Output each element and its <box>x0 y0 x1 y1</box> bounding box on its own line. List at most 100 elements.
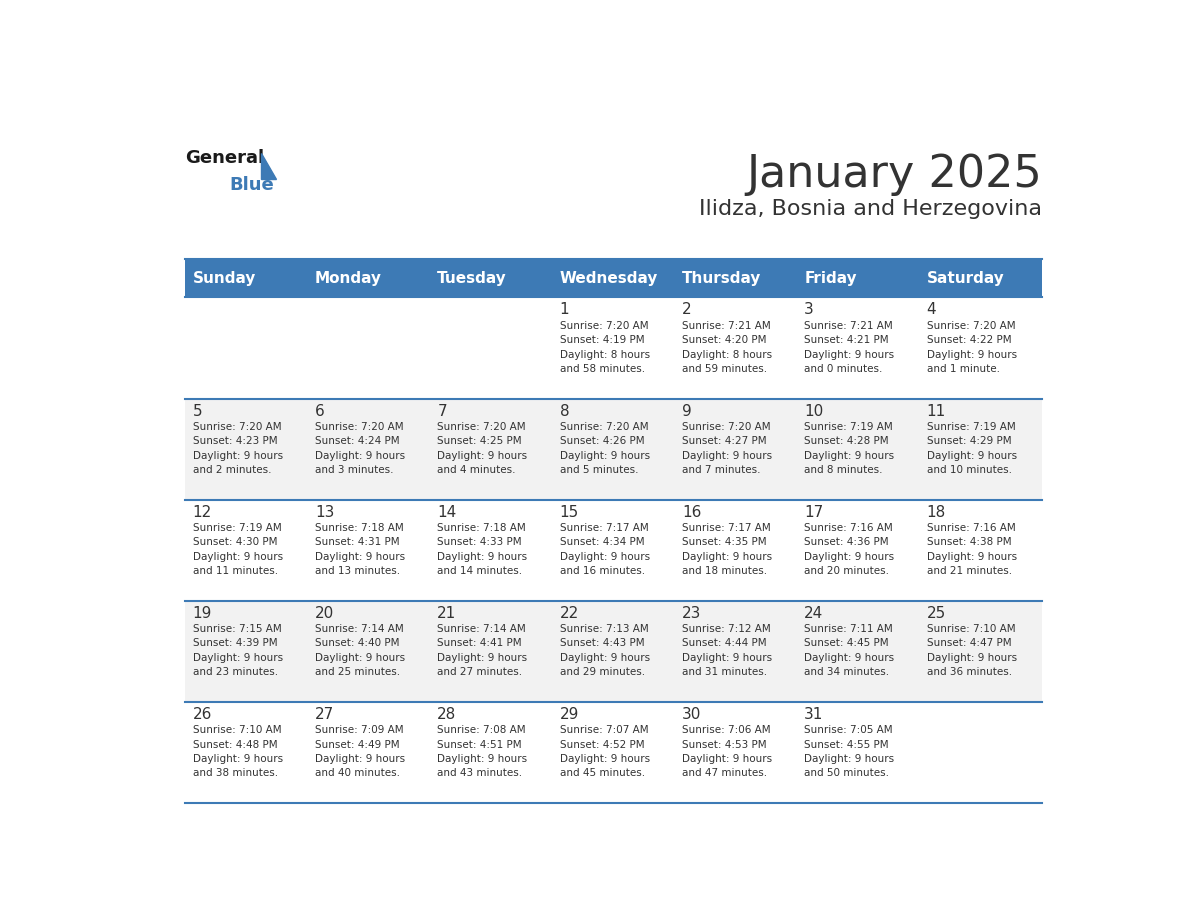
Text: Sunrise: 7:17 AM
Sunset: 4:35 PM
Daylight: 9 hours
and 18 minutes.: Sunrise: 7:17 AM Sunset: 4:35 PM Dayligh… <box>682 523 772 577</box>
Bar <box>675 600 797 701</box>
Text: Saturday: Saturday <box>927 271 1004 285</box>
Text: 14: 14 <box>437 505 456 520</box>
Bar <box>552 259 675 297</box>
Bar <box>185 398 308 499</box>
Bar <box>430 499 552 600</box>
Text: Sunrise: 7:06 AM
Sunset: 4:53 PM
Daylight: 9 hours
and 47 minutes.: Sunrise: 7:06 AM Sunset: 4:53 PM Dayligh… <box>682 725 772 778</box>
Bar <box>920 297 1042 398</box>
Bar <box>920 259 1042 297</box>
Text: 25: 25 <box>927 606 946 621</box>
Text: Wednesday: Wednesday <box>560 271 658 285</box>
Bar <box>308 701 430 803</box>
Text: Sunrise: 7:20 AM
Sunset: 4:24 PM
Daylight: 9 hours
and 3 minutes.: Sunrise: 7:20 AM Sunset: 4:24 PM Dayligh… <box>315 422 405 476</box>
Bar <box>920 600 1042 701</box>
Text: Sunrise: 7:10 AM
Sunset: 4:48 PM
Daylight: 9 hours
and 38 minutes.: Sunrise: 7:10 AM Sunset: 4:48 PM Dayligh… <box>192 725 283 778</box>
Text: 1: 1 <box>560 302 569 318</box>
Bar <box>797 259 920 297</box>
Text: January 2025: January 2025 <box>746 152 1042 196</box>
Text: Sunrise: 7:20 AM
Sunset: 4:26 PM
Daylight: 9 hours
and 5 minutes.: Sunrise: 7:20 AM Sunset: 4:26 PM Dayligh… <box>560 422 650 476</box>
Bar <box>430 259 552 297</box>
Text: 27: 27 <box>315 707 334 722</box>
Bar <box>675 499 797 600</box>
Bar <box>552 701 675 803</box>
Bar <box>552 398 675 499</box>
Text: 11: 11 <box>927 404 946 419</box>
Text: 21: 21 <box>437 606 456 621</box>
Text: Sunday: Sunday <box>192 271 257 285</box>
Text: Sunrise: 7:20 AM
Sunset: 4:19 PM
Daylight: 8 hours
and 58 minutes.: Sunrise: 7:20 AM Sunset: 4:19 PM Dayligh… <box>560 320 650 374</box>
Text: Sunrise: 7:05 AM
Sunset: 4:55 PM
Daylight: 9 hours
and 50 minutes.: Sunrise: 7:05 AM Sunset: 4:55 PM Dayligh… <box>804 725 895 778</box>
Text: 4: 4 <box>927 302 936 318</box>
Text: 9: 9 <box>682 404 691 419</box>
Text: Sunrise: 7:14 AM
Sunset: 4:41 PM
Daylight: 9 hours
and 27 minutes.: Sunrise: 7:14 AM Sunset: 4:41 PM Dayligh… <box>437 624 527 677</box>
Text: 15: 15 <box>560 505 579 520</box>
Bar <box>430 600 552 701</box>
Text: Sunrise: 7:16 AM
Sunset: 4:36 PM
Daylight: 9 hours
and 20 minutes.: Sunrise: 7:16 AM Sunset: 4:36 PM Dayligh… <box>804 523 895 577</box>
Bar <box>675 701 797 803</box>
Text: 19: 19 <box>192 606 213 621</box>
Bar <box>308 600 430 701</box>
Bar <box>185 701 308 803</box>
Text: Sunrise: 7:09 AM
Sunset: 4:49 PM
Daylight: 9 hours
and 40 minutes.: Sunrise: 7:09 AM Sunset: 4:49 PM Dayligh… <box>315 725 405 778</box>
Text: 6: 6 <box>315 404 324 419</box>
Text: 20: 20 <box>315 606 334 621</box>
Text: 18: 18 <box>927 505 946 520</box>
Text: Sunrise: 7:08 AM
Sunset: 4:51 PM
Daylight: 9 hours
and 43 minutes.: Sunrise: 7:08 AM Sunset: 4:51 PM Dayligh… <box>437 725 527 778</box>
Text: Sunrise: 7:19 AM
Sunset: 4:28 PM
Daylight: 9 hours
and 8 minutes.: Sunrise: 7:19 AM Sunset: 4:28 PM Dayligh… <box>804 422 895 476</box>
Text: Friday: Friday <box>804 271 857 285</box>
Bar <box>797 398 920 499</box>
Bar <box>430 297 552 398</box>
Bar <box>308 259 430 297</box>
Text: 30: 30 <box>682 707 701 722</box>
Text: Sunrise: 7:20 AM
Sunset: 4:27 PM
Daylight: 9 hours
and 7 minutes.: Sunrise: 7:20 AM Sunset: 4:27 PM Dayligh… <box>682 422 772 476</box>
Text: Sunrise: 7:20 AM
Sunset: 4:22 PM
Daylight: 9 hours
and 1 minute.: Sunrise: 7:20 AM Sunset: 4:22 PM Dayligh… <box>927 320 1017 374</box>
Bar <box>552 600 675 701</box>
Bar <box>308 398 430 499</box>
Bar <box>675 259 797 297</box>
Text: 28: 28 <box>437 707 456 722</box>
Text: 22: 22 <box>560 606 579 621</box>
Text: 16: 16 <box>682 505 701 520</box>
Text: 23: 23 <box>682 606 701 621</box>
Text: Thursday: Thursday <box>682 271 762 285</box>
Bar <box>797 499 920 600</box>
Bar <box>920 398 1042 499</box>
Text: Sunrise: 7:18 AM
Sunset: 4:33 PM
Daylight: 9 hours
and 14 minutes.: Sunrise: 7:18 AM Sunset: 4:33 PM Dayligh… <box>437 523 527 577</box>
Bar <box>308 297 430 398</box>
Text: Sunrise: 7:19 AM
Sunset: 4:29 PM
Daylight: 9 hours
and 10 minutes.: Sunrise: 7:19 AM Sunset: 4:29 PM Dayligh… <box>927 422 1017 476</box>
Text: Sunrise: 7:12 AM
Sunset: 4:44 PM
Daylight: 9 hours
and 31 minutes.: Sunrise: 7:12 AM Sunset: 4:44 PM Dayligh… <box>682 624 772 677</box>
Text: 26: 26 <box>192 707 213 722</box>
Bar <box>797 297 920 398</box>
Text: Blue: Blue <box>229 176 274 194</box>
Bar <box>920 499 1042 600</box>
Text: Sunrise: 7:07 AM
Sunset: 4:52 PM
Daylight: 9 hours
and 45 minutes.: Sunrise: 7:07 AM Sunset: 4:52 PM Dayligh… <box>560 725 650 778</box>
Polygon shape <box>261 152 276 179</box>
Bar <box>675 297 797 398</box>
Bar <box>430 701 552 803</box>
Text: Ilidza, Bosnia and Herzegovina: Ilidza, Bosnia and Herzegovina <box>699 198 1042 218</box>
Bar <box>185 600 308 701</box>
Text: General: General <box>185 149 265 167</box>
Text: 2: 2 <box>682 302 691 318</box>
Bar <box>797 600 920 701</box>
Text: 13: 13 <box>315 505 334 520</box>
Text: 8: 8 <box>560 404 569 419</box>
Text: 12: 12 <box>192 505 211 520</box>
Text: Tuesday: Tuesday <box>437 271 507 285</box>
Text: 7: 7 <box>437 404 447 419</box>
Bar <box>552 499 675 600</box>
Text: Monday: Monday <box>315 271 383 285</box>
Bar <box>308 499 430 600</box>
Text: 5: 5 <box>192 404 202 419</box>
Text: Sunrise: 7:20 AM
Sunset: 4:25 PM
Daylight: 9 hours
and 4 minutes.: Sunrise: 7:20 AM Sunset: 4:25 PM Dayligh… <box>437 422 527 476</box>
Bar <box>920 701 1042 803</box>
Text: Sunrise: 7:19 AM
Sunset: 4:30 PM
Daylight: 9 hours
and 11 minutes.: Sunrise: 7:19 AM Sunset: 4:30 PM Dayligh… <box>192 523 283 577</box>
Text: Sunrise: 7:21 AM
Sunset: 4:21 PM
Daylight: 9 hours
and 0 minutes.: Sunrise: 7:21 AM Sunset: 4:21 PM Dayligh… <box>804 320 895 374</box>
Text: 17: 17 <box>804 505 823 520</box>
Text: Sunrise: 7:20 AM
Sunset: 4:23 PM
Daylight: 9 hours
and 2 minutes.: Sunrise: 7:20 AM Sunset: 4:23 PM Dayligh… <box>192 422 283 476</box>
Text: 29: 29 <box>560 707 579 722</box>
Text: Sunrise: 7:18 AM
Sunset: 4:31 PM
Daylight: 9 hours
and 13 minutes.: Sunrise: 7:18 AM Sunset: 4:31 PM Dayligh… <box>315 523 405 577</box>
Bar <box>552 297 675 398</box>
Bar <box>430 398 552 499</box>
Text: 3: 3 <box>804 302 814 318</box>
